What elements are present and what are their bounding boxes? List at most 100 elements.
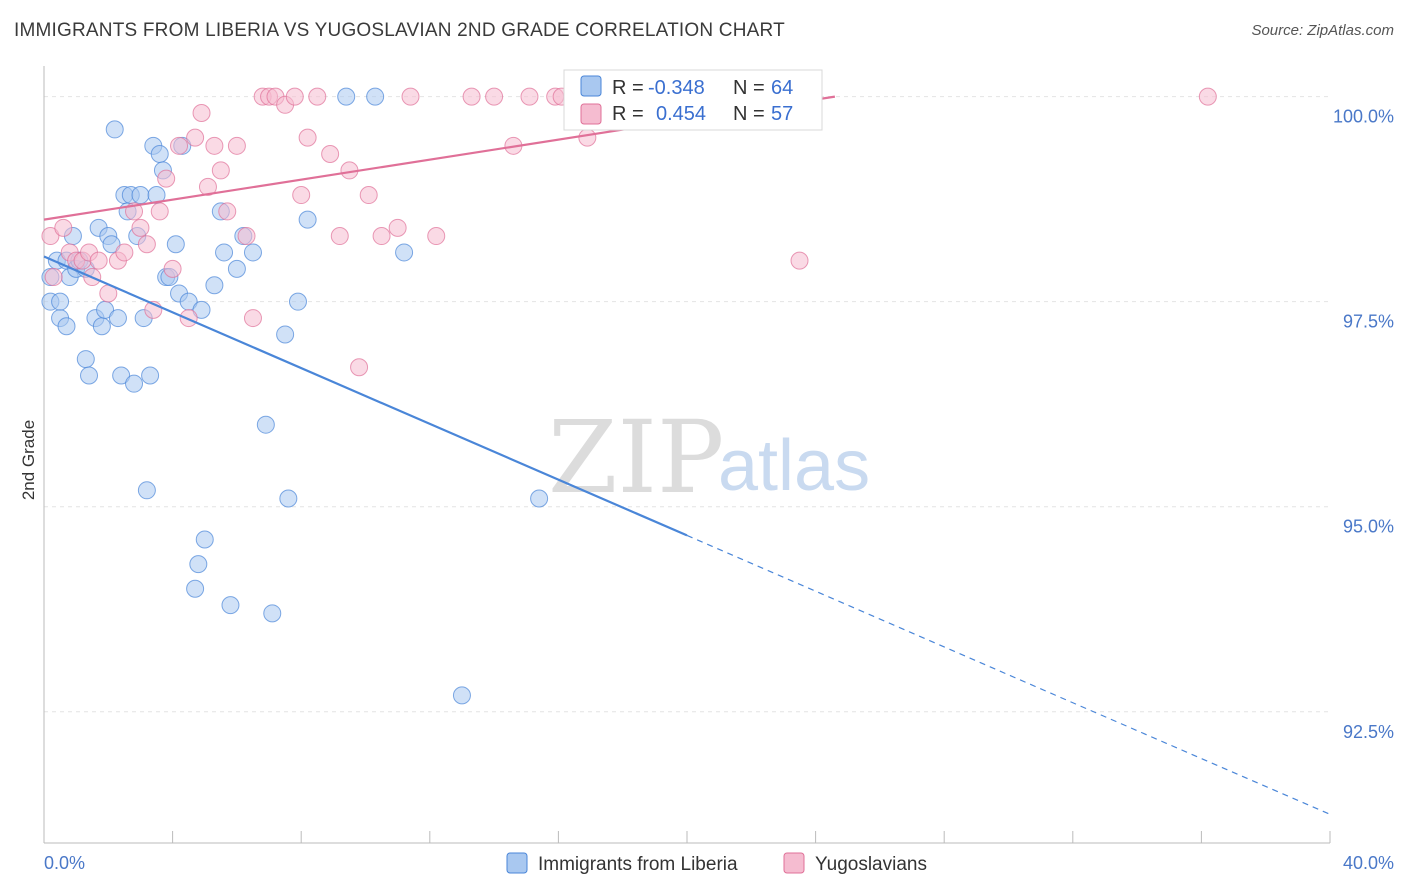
point-yugoslavians [321,145,340,164]
point-liberia [141,366,160,385]
watermark-zip: ZIP [548,399,724,516]
point-liberia [150,145,169,164]
point-liberia [195,530,214,549]
point-liberia [298,210,317,229]
point-liberia [137,481,156,500]
watermark: ZIP atlas [548,399,870,516]
point-liberia [189,555,208,574]
stats-legend-box [563,69,823,131]
point-yugoslavians [115,243,134,262]
watermark-atlas: atlas [718,426,870,506]
y-tick-label: 92.5% [1343,722,1394,742]
series-legend-yugoslavians: Yugoslavians [815,854,927,875]
point-yugoslavians [227,136,246,155]
point-liberia [279,489,298,508]
point-yugoslavians [198,177,217,196]
point-liberia [125,374,144,393]
y-tick-label: 97.5% [1343,312,1394,332]
legend-r-value: -0.348 [648,77,705,99]
point-liberia [337,87,356,106]
axes [43,66,1331,844]
point-yugoslavians [350,358,369,377]
point-liberia [263,604,282,623]
point-liberia [205,276,224,295]
point-yugoslavians [137,235,156,254]
point-yugoslavians [192,104,211,123]
trend-line-liberia [43,255,688,537]
point-liberia [452,686,471,705]
point-liberia [76,350,95,369]
point-yugoslavians [330,227,349,246]
point-yugoslavians [150,202,169,221]
point-liberia [166,235,185,254]
point-liberia [108,309,127,328]
series-legend-swatch-yugoslavians [783,852,805,874]
point-liberia [57,317,76,336]
point-liberia [256,415,275,434]
point-yugoslavians [485,87,504,106]
point-liberia [288,292,307,311]
legend-swatch-yugoslavians [580,103,602,125]
point-yugoslavians [54,218,73,237]
point-yugoslavians [157,169,176,188]
point-liberia [105,120,124,139]
point-liberia [112,366,131,385]
point-yugoslavians [520,87,539,106]
point-yugoslavians [401,87,420,106]
source-credit: Source: ZipAtlas.com [1251,22,1394,39]
x-tick-labels: 0.0% 40.0% [44,853,1394,873]
legend-n-value: 64 [771,77,793,99]
point-yugoslavians [89,251,108,270]
legend-r-label: R = [612,77,644,99]
point-liberia [92,317,111,336]
point-yugoslavians [218,202,237,221]
series-legend-liberia: Immigrants from Liberia [538,854,738,875]
point-liberia [227,259,246,278]
point-liberia [243,243,262,262]
y-tick-labels: 92.5% 95.0% 97.5% 100.0% [1333,107,1394,742]
point-yugoslavians [44,268,63,287]
point-yugoslavians [186,128,205,147]
point-yugoslavians [211,161,230,180]
point-yugoslavians [578,128,597,147]
point-yugoslavians [790,251,809,270]
point-liberia [102,235,121,254]
point-yugoslavians [205,136,224,155]
y-tick-label: 100.0% [1333,107,1394,127]
point-liberia [530,489,549,508]
data-points [41,87,1217,705]
point-liberia [215,243,234,262]
point-yugoslavians [308,87,327,106]
legend-r-label: R = [612,103,644,125]
point-yugoslavians [359,186,378,205]
point-yugoslavians [298,128,317,147]
x-tick-label: 40.0% [1343,853,1394,873]
point-liberia [51,292,70,311]
legend-r-value: 0.454 [656,103,706,125]
stats-legend: R = -0.348 N = 64 R = 0.454 N = 57 [563,69,823,131]
legend-n-label: N = [733,103,765,125]
series-legend: Immigrants from Liberia Yugoslavians [506,852,927,875]
legend-n-value: 57 [771,103,793,125]
point-yugoslavians [292,186,311,205]
point-yugoslavians [163,259,182,278]
point-yugoslavians [243,309,262,328]
point-liberia [221,596,240,615]
point-yugoslavians [388,218,407,237]
point-liberia [192,300,211,319]
x-tick-label: 0.0% [44,853,85,873]
trend-line-liberia-extension [686,534,1331,815]
point-yugoslavians [41,227,60,246]
y-tick-label: 95.0% [1343,517,1394,537]
point-liberia [276,325,295,344]
point-yugoslavians [427,227,446,246]
point-yugoslavians [1198,87,1217,106]
legend-swatch-liberia [580,75,602,97]
point-liberia [131,186,150,205]
chart-title: IMMIGRANTS FROM LIBERIA VS YUGOSLAVIAN 2… [14,20,785,41]
y-axis-label: 2nd Grade [19,420,38,500]
point-yugoslavians [285,87,304,106]
point-yugoslavians [237,227,256,246]
legend-n-label: N = [733,77,765,99]
